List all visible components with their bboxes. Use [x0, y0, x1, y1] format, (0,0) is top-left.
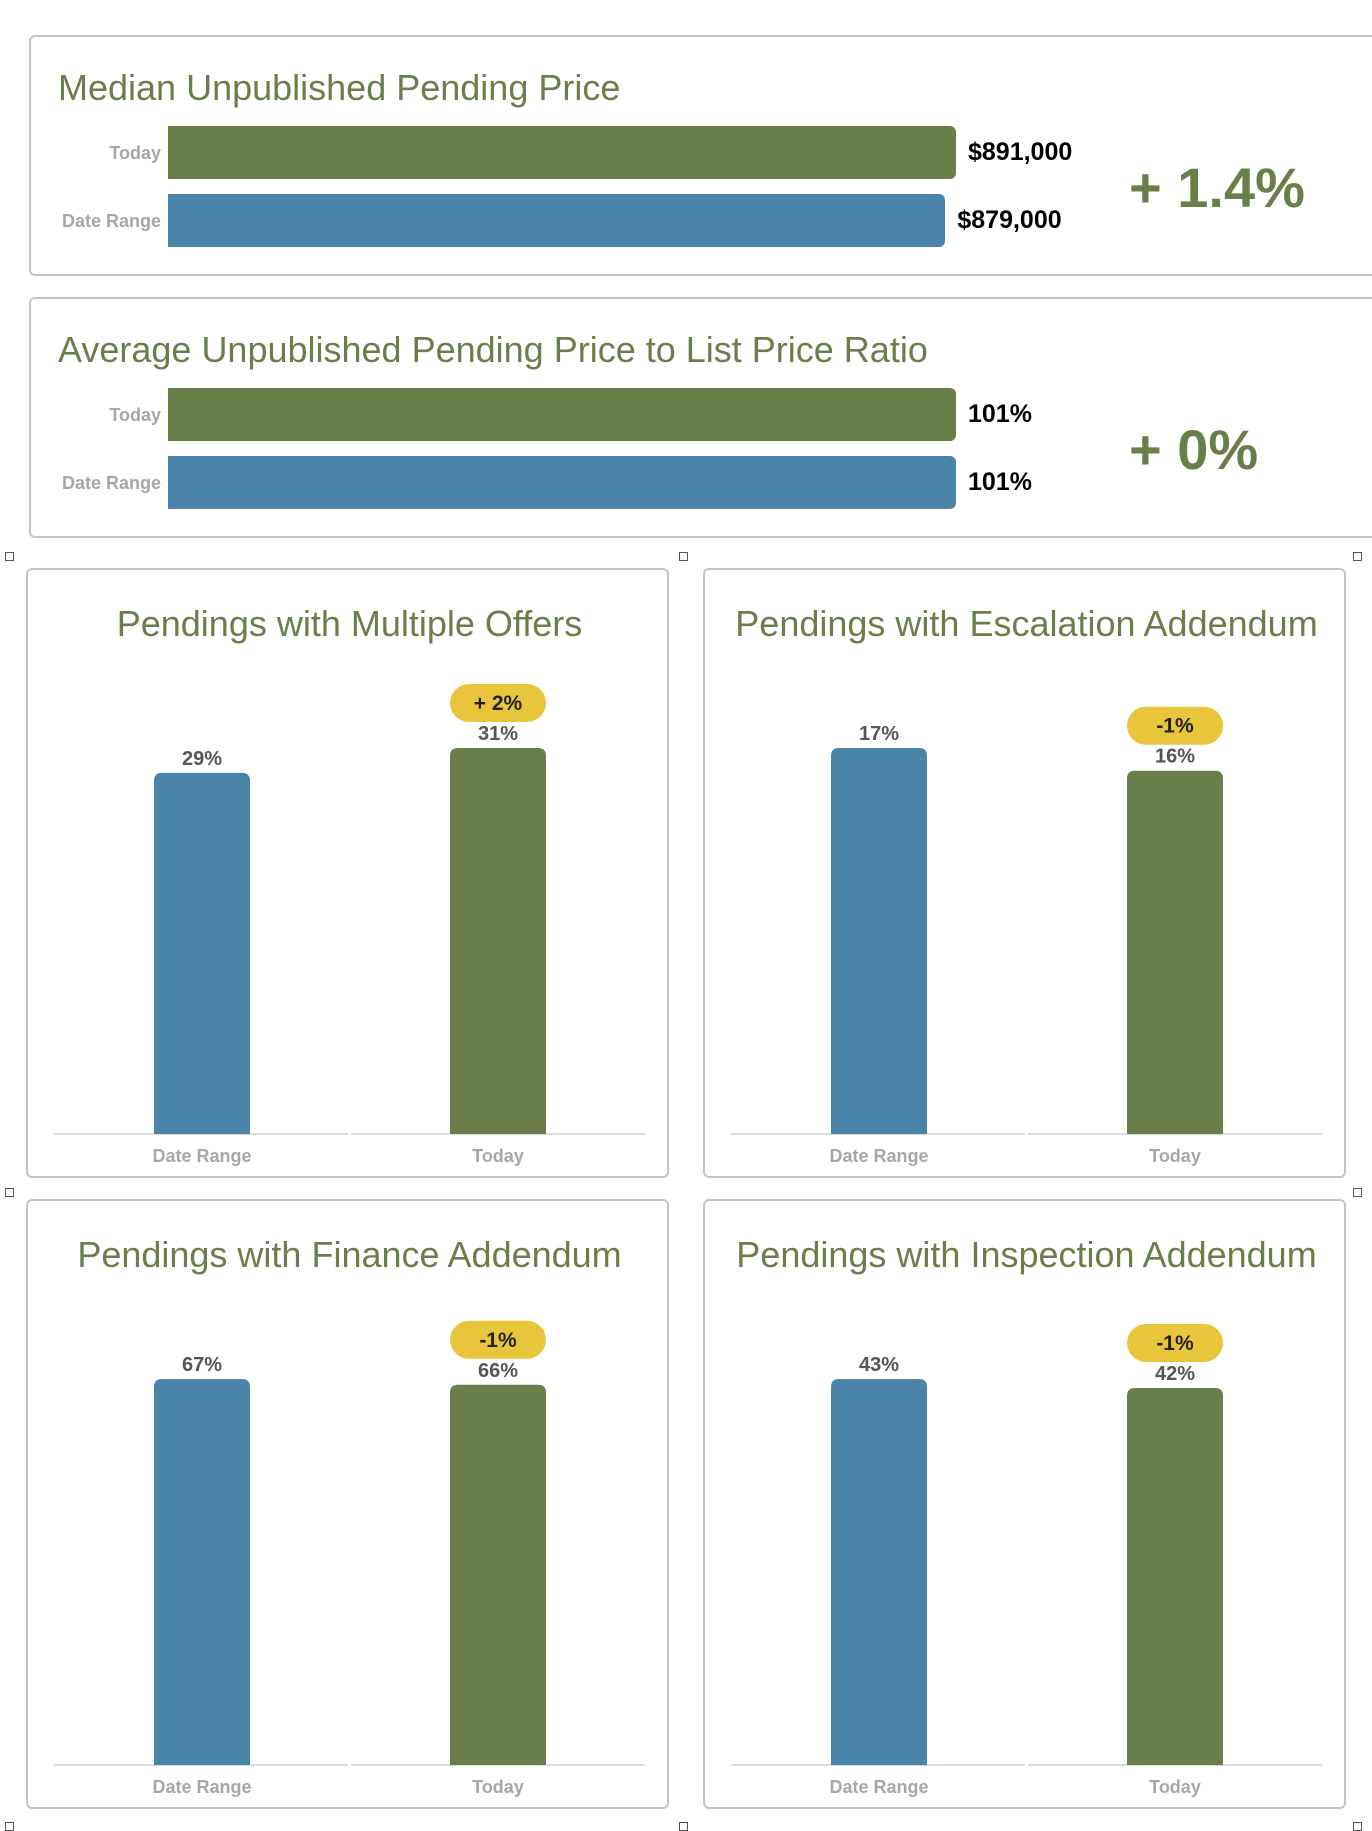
bar-today [450, 1384, 546, 1765]
median-price-date-range-bar [168, 194, 946, 247]
escalation-addendum-panel: Pendings with Escalation Addendum 17% Date… [703, 568, 1346, 1178]
data-label: 29% [182, 748, 222, 770]
finance-addendum-panel: Pendings with Finance Addendum 67% Date Ra… [26, 1199, 669, 1809]
bar-date-range [154, 1379, 250, 1765]
median-price-title: Median Unpublished Pending Price [58, 67, 621, 108]
bar-date-range [154, 772, 250, 1134]
median-price-today-value: $891,000 [968, 138, 1073, 166]
bar-today [1127, 770, 1223, 1134]
inspection-addendum-chart: Pendings with Inspection Addendum 43% Date… [731, 1234, 1322, 1797]
x-tick-label: Today [1149, 1146, 1201, 1166]
bar-today [1127, 1387, 1223, 1765]
selection-handle[interactable] [5, 1188, 14, 1197]
median-price-today-label: Today [109, 143, 161, 163]
price-ratio-today-value: 101% [968, 400, 1032, 428]
finance-addendum-chart: Pendings with Finance Addendum 67% Date Ra… [54, 1234, 645, 1797]
data-label: 67% [182, 1354, 222, 1376]
x-tick-label: Date Range [152, 1146, 251, 1166]
price-ratio-title: Average Unpublished Pending Price to Lis… [58, 329, 928, 370]
price-ratio-panel: Average Unpublished Pending Price to Lis… [29, 297, 1372, 538]
price-ratio-change: + 0% [1129, 418, 1259, 481]
price-ratio-date-range-value: 101% [968, 468, 1032, 496]
change-badge-label: -1% [1156, 1332, 1194, 1355]
data-label: 31% [478, 723, 518, 745]
price-ratio-today-label: Today [109, 405, 161, 425]
chart-title: Pendings with Inspection Addendum [736, 1234, 1316, 1275]
change-badge [450, 684, 546, 722]
chart-title: Pendings with Finance Addendum [77, 1234, 621, 1275]
selection-handle[interactable] [1353, 1188, 1362, 1197]
change-badge [1127, 1323, 1223, 1362]
median-price-date-range-label: Date Range [61, 211, 161, 231]
price-ratio-date-range-label: Date Range [61, 473, 161, 493]
data-label: 16% [1155, 746, 1195, 768]
change-badge-label: + 2% [474, 692, 523, 715]
change-badge [450, 1320, 546, 1359]
multiple-offers-panel: Pendings with Multiple Offers 29% Date Ran… [26, 568, 669, 1178]
selection-handle[interactable] [5, 552, 14, 561]
data-label: 66% [478, 1360, 518, 1382]
bar-date-range [831, 1379, 927, 1765]
bar-date-range [831, 748, 927, 1134]
median-price-panel: Median Unpublished Pending Price Today D… [29, 35, 1372, 276]
bar-today [450, 748, 546, 1134]
change-badge-label: -1% [479, 1329, 517, 1352]
selection-handle[interactable] [1353, 552, 1362, 561]
median-price-date-range-value: $879,000 [957, 206, 1062, 234]
change-badge-label: -1% [1156, 715, 1194, 738]
x-tick-label: Date Range [829, 1777, 928, 1797]
price-ratio-today-bar [168, 388, 956, 441]
chart-title: Pendings with Escalation Addendum [735, 603, 1317, 644]
data-label: 42% [1155, 1363, 1195, 1385]
x-tick-label: Date Range [829, 1146, 928, 1166]
data-label: 43% [859, 1354, 899, 1376]
x-tick-label: Today [472, 1146, 524, 1166]
multiple-offers-chart: Pendings with Multiple Offers 29% Date Ran… [54, 603, 645, 1166]
chart-title: Pendings with Multiple Offers [117, 603, 583, 644]
median-price-today-bar [168, 126, 956, 179]
x-tick-label: Date Range [152, 1777, 251, 1797]
x-tick-label: Today [1149, 1777, 1201, 1797]
inspection-addendum-panel: Pendings with Inspection Addendum 43% Date… [703, 1199, 1346, 1809]
data-label: 17% [859, 723, 899, 745]
escalation-addendum-chart: Pendings with Escalation Addendum 17% Date… [731, 603, 1322, 1166]
change-badge [1127, 706, 1223, 745]
x-tick-label: Today [472, 1777, 524, 1797]
selection-handle[interactable] [679, 552, 688, 561]
price-ratio-date-range-bar [168, 456, 956, 509]
median-price-change: + 1.4% [1129, 156, 1305, 219]
